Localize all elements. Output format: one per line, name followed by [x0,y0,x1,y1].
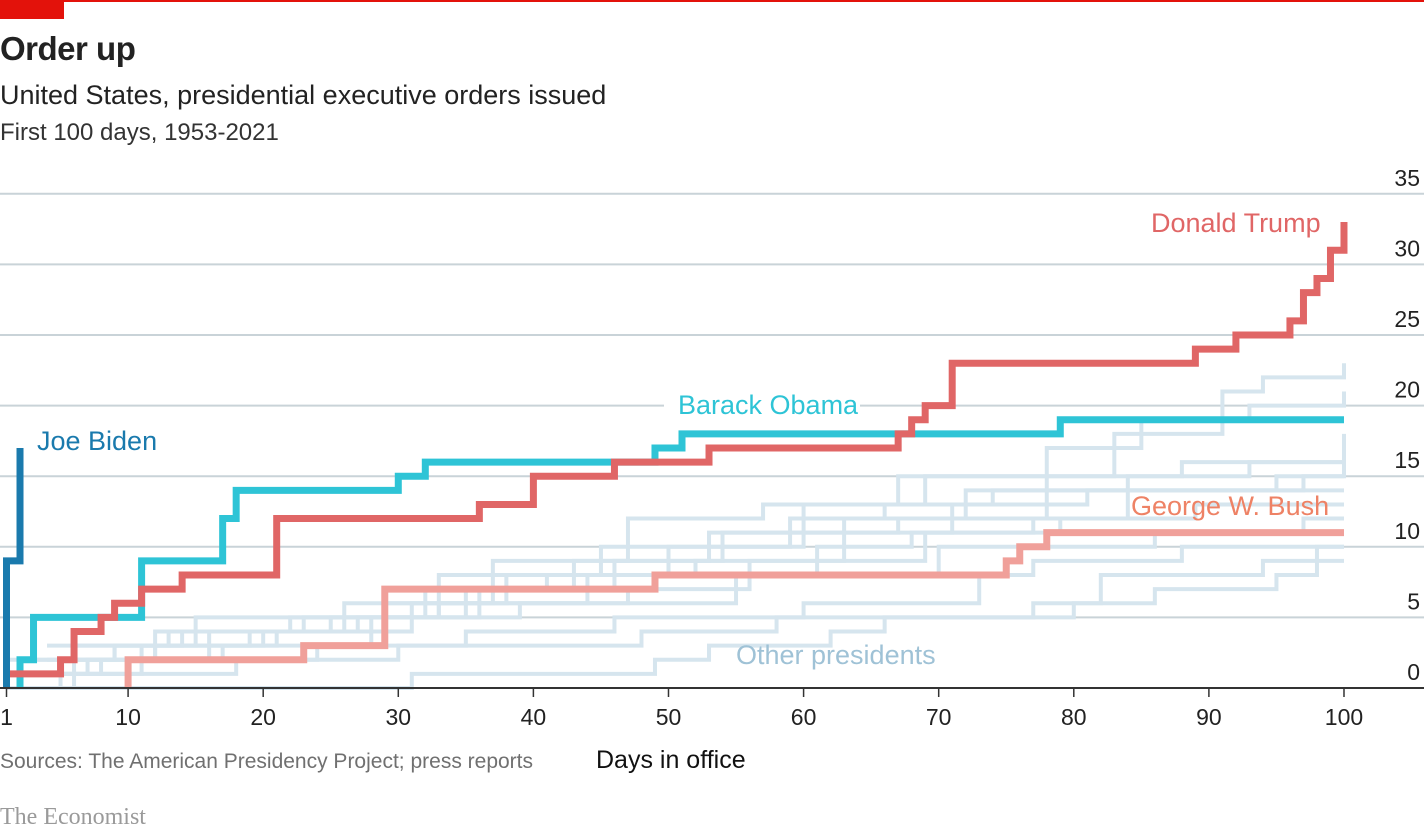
other-president-line-3 [20,544,1344,676]
obama-line [16,416,1344,688]
other-president-line-1 [6,558,1344,690]
y-axis-ticks: 0 5 10 15 20 25 30 35 [1394,165,1420,685]
x-axis-label: Days in office [596,746,746,774]
y-tick-label: 15 [1394,447,1420,473]
y-tick-label: 30 [1394,235,1420,261]
x-axis: 1 10 20 30 40 50 60 70 80 90 100 [0,687,1424,730]
chart-note: First 100 days, 1953-2021 [0,119,279,146]
chart-subtitle: United States, presidential executive or… [0,80,607,110]
economist-logo: The Economist [0,804,146,830]
other-label: Other presidents [736,640,936,670]
economist-red-tag [0,0,64,19]
x-tick-label: 70 [926,704,952,730]
source-note: Sources: The American Presidency Project… [0,750,534,773]
other-president-line-9 [6,447,1346,662]
y-tick-label: 0 [1407,659,1420,685]
other-president-line-12 [74,363,1346,648]
x-tick-label: 30 [385,704,411,730]
bush-label: George W. Bush [1131,491,1329,521]
x-tick-label: 1 [0,704,13,730]
chart-title: Order up [0,30,136,67]
x-tick-label: 100 [1325,704,1363,730]
y-tick-label: 10 [1394,518,1420,544]
trump-label: Donald Trump [1151,208,1321,238]
x-tick-label: 60 [791,704,817,730]
x-tick-label: 40 [521,704,547,730]
trump-line [6,222,1348,678]
y-tick-label: 20 [1394,377,1420,403]
biden-label: Joe Biden [37,426,157,456]
top-rule [0,0,1424,2]
y-tick-label: 25 [1394,306,1420,332]
x-tick-label: 50 [656,704,682,730]
x-tick-label: 90 [1196,704,1222,730]
biden-line [3,447,24,688]
x-tick-label: 80 [1061,704,1087,730]
obama-label: Barack Obama [678,390,859,420]
y-tick-label: 5 [1407,588,1420,614]
highlighted-series [3,222,1348,688]
series-labels: Joe Biden Barack Obama Donald Trump George … [37,208,1329,670]
y-tick-label: 35 [1394,165,1420,191]
other-president-line-2 [33,544,1344,690]
obama-label-background [664,390,860,420]
x-tick-label: 10 [115,704,141,730]
other-president-line-10 [47,433,1346,648]
bush-line [124,529,1344,688]
x-tick-label: 20 [250,704,276,730]
